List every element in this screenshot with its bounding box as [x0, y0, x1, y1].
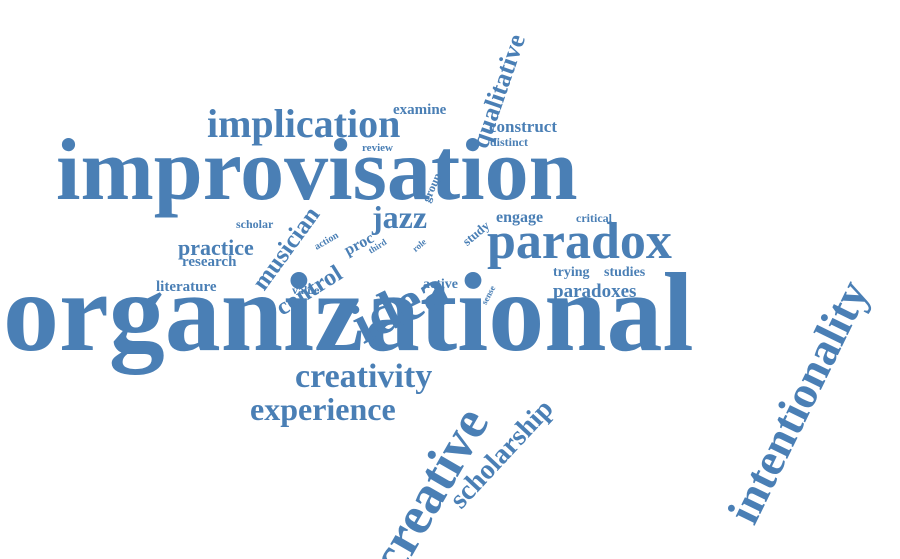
word-distinct: distinct: [490, 135, 529, 149]
word-paradoxes: paradoxes: [553, 281, 637, 302]
word-experience: experience: [250, 391, 396, 427]
word-research: research: [182, 254, 237, 270]
word-implication: implication: [207, 101, 401, 146]
word-organizational: organizational: [3, 251, 694, 375]
word-action: action: [312, 230, 341, 253]
word-active: active: [423, 277, 458, 292]
word-practice: practice: [178, 235, 254, 260]
word-jazz: jazz: [372, 199, 428, 235]
word-intentionality: intentionality: [717, 272, 879, 532]
word-construct: construct: [489, 117, 557, 136]
word-creativity: creativity: [295, 358, 433, 395]
word-trying: trying: [553, 265, 590, 280]
word-improvisation: improvisation: [56, 122, 578, 219]
word-scholar: scholar: [236, 217, 274, 231]
word-literature: literature: [156, 279, 217, 295]
word-examine: examine: [393, 102, 447, 118]
word-value: value: [292, 283, 320, 297]
word-studies: studies: [604, 265, 646, 280]
word-engage: engage: [496, 209, 544, 226]
word-review: review: [362, 142, 393, 154]
word-paradox: paradox: [487, 213, 672, 270]
word-critical: critical: [576, 211, 612, 225]
